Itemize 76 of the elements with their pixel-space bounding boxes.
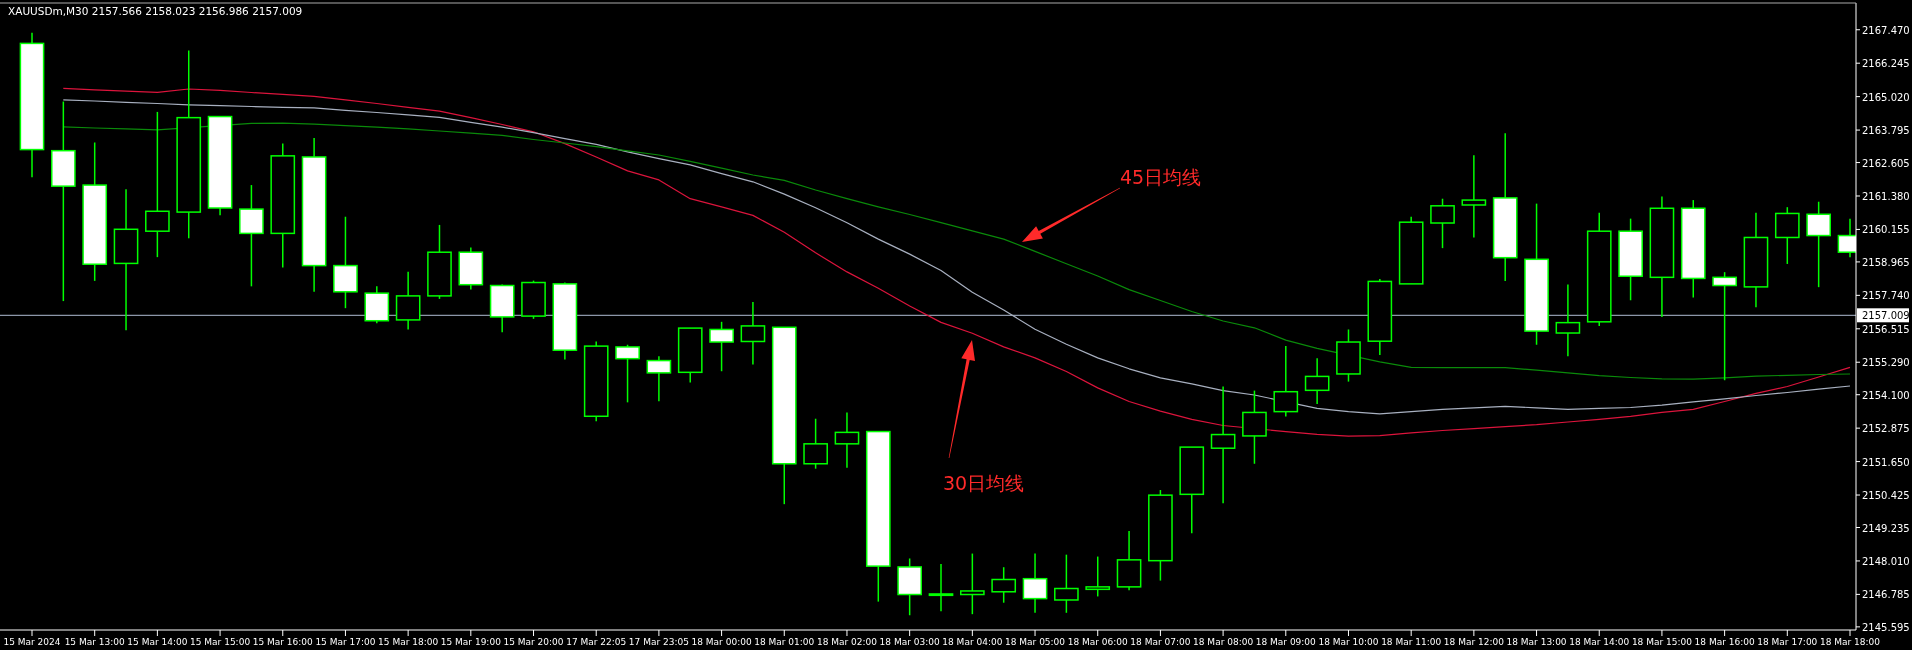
y-tick-label: 2166.245 [1862,58,1910,70]
y-tick-label: 2150.425 [1862,490,1910,502]
ref-line-label: 2157.009 [1862,310,1910,322]
y-tick-label: 2163.795 [1862,125,1910,137]
x-tick-label: 18 Mar 10:00 [1318,637,1379,647]
x-tick-label: 15 Mar 18:00 [378,637,439,647]
y-tick-label: 2145.595 [1862,621,1910,633]
candlestick [1430,197,1455,249]
x-tick-label: 15 Mar 16:00 [252,637,314,647]
y-tick-label: 2146.785 [1862,589,1910,601]
candlestick [1022,552,1048,614]
y-tick-label: 2165.020 [1862,91,1910,103]
line-series [62,122,1851,380]
x-tick-label: 15 Mar 14:00 [127,637,188,647]
candlestick [1806,200,1832,288]
candlestick [740,301,766,366]
x-tick-label: 18 Mar 15:00 [1631,637,1693,647]
x-tick-label: 18 Mar 07:00 [1130,637,1191,647]
chart-title: XAUUSDm,M30 2157.566 2158.023 2156.986 2157.009 [8,5,303,17]
candlestick [991,566,1017,604]
annotation: 45日均线 [1120,166,1202,188]
x-tick-label: 18 Mar 18:00 [1819,637,1881,647]
candlestick [646,355,672,403]
x-tick-label: 18 Mar 12:00 [1443,637,1505,647]
y-tick-label: 2161.380 [1862,190,1910,202]
candlestick [960,552,985,615]
y-tick-label: 2156.515 [1862,323,1910,335]
candlestick [1054,553,1079,614]
x-tick-label: 18 Mar 04:00 [942,637,1003,647]
x-tick-label: 17 Mar 22:05 [566,637,627,647]
x-tick-label: 18 Mar 13:00 [1506,637,1567,647]
y-tick-label: 2158.965 [1862,256,1910,268]
x-tick-label: 15 Mar 15:00 [190,637,251,647]
x-tick-label: 15 Mar 20:00 [503,637,564,647]
candlestick [1555,283,1581,357]
candlestick [1085,555,1111,598]
candlestick [803,417,828,470]
x-tick-label: 18 Mar 05:00 [1004,637,1066,647]
x-tick-label: 18 Mar 06:00 [1067,637,1129,647]
x-tick-label: 17 Mar 23:05 [628,637,689,647]
candlestick [709,321,734,372]
candlestick [1461,154,1487,239]
candlestick [834,411,860,469]
candlestick [615,344,640,404]
candlestick [1210,385,1236,505]
y-tick-label: 2157.740 [1862,290,1910,302]
y-tick-label: 2160.155 [1862,224,1910,236]
x-tick-label: 15 Mar 13:00 [64,637,126,647]
x-tick-label: 18 Mar 09:00 [1255,637,1317,647]
y-tick-label: 2167.470 [1862,24,1910,36]
x-tick-label: 15 Mar 19:00 [440,637,502,647]
x-tick-label: 18 Mar 02:00 [816,637,878,647]
y-tick-label: 2155.290 [1862,357,1910,369]
x-tick-label: 18 Mar 16:00 [1694,637,1755,647]
y-tick-label: 2151.650 [1862,456,1910,468]
candlestick [1242,389,1267,465]
x-tick-label: 15 Mar 17:00 [315,637,376,647]
y-tick-label: 2148.010 [1862,555,1910,567]
candlestick [1712,271,1737,381]
y-tick-label: 2162.605 [1862,157,1910,169]
candlestick [1304,357,1330,405]
y-tick-label: 2149.235 [1862,522,1910,534]
annotation: 30日均线 [943,472,1025,494]
x-tick-label: 18 Mar 11:00 [1381,637,1442,647]
x-tick-label: 18 Mar 14:00 [1569,637,1630,647]
x-tick-label: 18 Mar 00:00 [691,637,752,647]
candlestick [1273,345,1299,418]
x-tick-label: 18 Mar 08:00 [1193,637,1254,647]
x-tick-label: 15 Mar 2024 [3,637,61,647]
candlestick [145,111,170,258]
x-tick-label: 18 Mar 17:00 [1757,637,1818,647]
candlestick [928,563,954,612]
y-tick-label: 2154.100 [1862,389,1910,401]
x-tick-label: 18 Mar 03:00 [879,637,940,647]
x-tick-label: 18 Mar 01:00 [754,637,815,647]
y-tick-label: 2152.875 [1862,423,1910,435]
